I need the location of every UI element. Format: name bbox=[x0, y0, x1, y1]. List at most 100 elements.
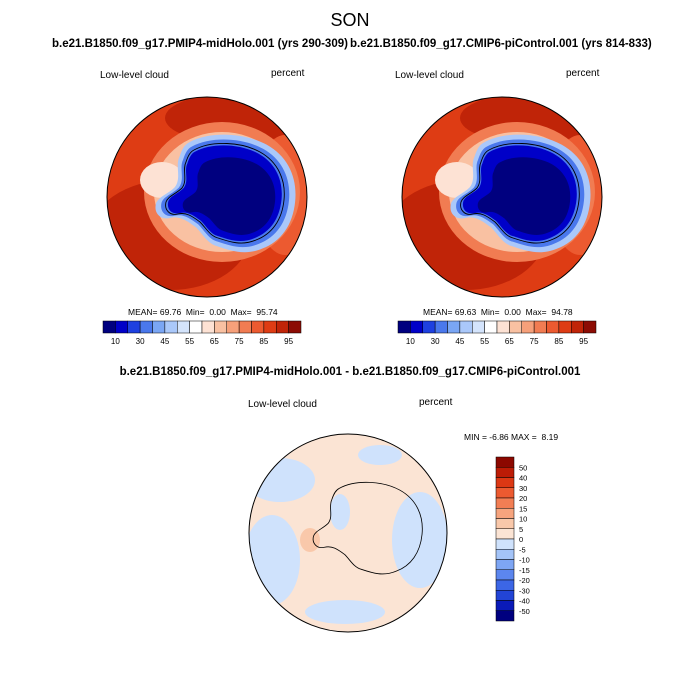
panel2-colorbar: 10 30 45 55 65 75 85 95 bbox=[397, 320, 597, 346]
colorbar-swatch bbox=[288, 320, 302, 334]
colorbar-swatch bbox=[226, 320, 240, 334]
panel2-variable-label: Low-level cloud bbox=[395, 70, 464, 81]
colorbar-swatch bbox=[127, 320, 141, 334]
colorbar-swatch bbox=[495, 549, 515, 560]
colorbar-swatch bbox=[583, 320, 597, 334]
colorbar-swatch bbox=[521, 320, 535, 334]
colorbar-swatch bbox=[189, 320, 203, 334]
panel3-neg-patch-nw bbox=[249, 458, 315, 502]
panel3-map-border bbox=[248, 433, 448, 633]
colorbar-tick-label: 55 bbox=[185, 337, 194, 346]
colorbar-tick-label: 45 bbox=[160, 337, 169, 346]
colorbar-tick-label: 85 bbox=[259, 337, 268, 346]
colorbar-swatch bbox=[447, 320, 461, 334]
colorbar-swatch bbox=[533, 320, 547, 334]
colorbar-swatch bbox=[495, 559, 515, 570]
colorbar-tick-label: 10 bbox=[406, 337, 415, 346]
colorbar-swatch bbox=[201, 320, 215, 334]
colorbar-swatch bbox=[434, 320, 448, 334]
colorbar-tick-label: 15 bbox=[519, 504, 527, 513]
colorbar-tick-label: -5 bbox=[519, 545, 526, 554]
panel3-stats: MIN = -6.86 MAX = 8.19 bbox=[464, 432, 559, 442]
colorbar-swatch bbox=[495, 590, 515, 601]
panel2-units-label: percent bbox=[566, 68, 600, 79]
colorbar-tick-label: 30 bbox=[431, 337, 440, 346]
panel3-map bbox=[249, 434, 447, 632]
colorbar-tick-label: -15 bbox=[519, 566, 530, 575]
colorbar-tick-label: -40 bbox=[519, 597, 530, 606]
colorbar-tick-label: 55 bbox=[480, 337, 489, 346]
colorbar-tick-label: 75 bbox=[530, 337, 539, 346]
colorbar-swatch bbox=[214, 320, 227, 334]
colorbar-tick-label: 30 bbox=[519, 484, 527, 493]
colorbar-tick-label: -10 bbox=[519, 556, 530, 565]
colorbar-tick-label: 95 bbox=[284, 337, 293, 346]
colorbar-tick-label: -30 bbox=[519, 586, 530, 595]
colorbar-tick-label: 10 bbox=[111, 337, 120, 346]
colorbar-tick-label: 65 bbox=[505, 337, 514, 346]
colorbar-swatch bbox=[495, 456, 515, 468]
panel1-stats: MEAN= 69.76 Min= 0.00 Max= 95.74 bbox=[128, 307, 278, 317]
colorbar-tick-label: -50 bbox=[519, 607, 530, 616]
colorbar-swatch bbox=[276, 320, 289, 334]
colorbar-swatch bbox=[495, 579, 515, 591]
panel2-case-title: b.e21.B1850.f09_g17.CMIP6-piControl.001 … bbox=[350, 38, 652, 50]
colorbar-swatch bbox=[495, 487, 515, 499]
colorbar-swatch bbox=[410, 320, 423, 334]
colorbar-tick-label: 95 bbox=[579, 337, 588, 346]
colorbar-tick-label: 40 bbox=[519, 474, 527, 483]
colorbar-swatch bbox=[263, 320, 277, 334]
colorbar-swatch bbox=[495, 508, 515, 519]
colorbar-swatch bbox=[484, 320, 498, 334]
panel2-stats: MEAN= 69.63 Min= 0.00 Max= 94.78 bbox=[423, 307, 573, 317]
colorbar-swatch bbox=[139, 320, 153, 334]
colorbar-swatch bbox=[238, 320, 252, 334]
colorbar-swatch bbox=[495, 497, 515, 509]
panel1-map-border bbox=[106, 96, 308, 298]
colorbar-tick-label: 75 bbox=[235, 337, 244, 346]
colorbar-swatch bbox=[509, 320, 522, 334]
colorbar-tick-label: 0 bbox=[519, 535, 523, 544]
colorbar-swatch bbox=[422, 320, 436, 334]
panel3-variable-label: Low-level cloud bbox=[248, 399, 317, 410]
colorbar-swatch bbox=[495, 477, 515, 488]
colorbar-swatch bbox=[472, 320, 485, 334]
colorbar-swatch bbox=[459, 320, 473, 334]
panel1-case-title: b.e21.B1850.f09_g17.PMIP4-midHolo.001 (y… bbox=[52, 38, 348, 50]
panel1-colorbar: 10 30 45 55 65 75 85 95 bbox=[102, 320, 302, 346]
colorbar-swatch bbox=[495, 528, 515, 540]
figure-title: SON bbox=[330, 10, 370, 30]
colorbar-swatch bbox=[251, 320, 265, 334]
panel3-neg-patch-inland bbox=[330, 494, 350, 530]
colorbar-swatch bbox=[495, 518, 515, 529]
panel3-neg-patch-e bbox=[392, 492, 447, 588]
colorbar-tick-label: 10 bbox=[519, 515, 527, 524]
colorbar-swatch bbox=[558, 320, 572, 334]
colorbar-swatch bbox=[177, 320, 190, 334]
colorbar-swatch bbox=[496, 320, 510, 334]
colorbar-swatch bbox=[495, 467, 515, 478]
colorbar-tick-label: 85 bbox=[554, 337, 563, 346]
panel3-case-title: b.e21.B1850.f09_g17.PMIP4-midHolo.001 - … bbox=[119, 366, 581, 378]
colorbar-swatch bbox=[164, 320, 178, 334]
colorbar-swatch bbox=[571, 320, 584, 334]
panel3-units-label: percent bbox=[419, 397, 453, 408]
colorbar-tick-label: 20 bbox=[519, 494, 527, 503]
colorbar-tick-label: 30 bbox=[136, 337, 145, 346]
colorbar-swatch bbox=[495, 538, 515, 550]
colorbar-swatch bbox=[102, 320, 116, 334]
panel1-map bbox=[107, 97, 307, 297]
colorbar-swatch bbox=[546, 320, 560, 334]
panel2-map bbox=[402, 97, 602, 297]
colorbar-swatch bbox=[495, 610, 515, 622]
colorbar-tick-label: 5 bbox=[519, 525, 523, 534]
colorbar-swatch bbox=[152, 320, 166, 334]
colorbar-swatch bbox=[115, 320, 128, 334]
colorbar-tick-label: -20 bbox=[519, 576, 530, 585]
colorbar-swatch bbox=[397, 320, 411, 334]
panel2-map-border bbox=[401, 96, 603, 298]
panel1-units-label: percent bbox=[271, 68, 305, 79]
panel3-neg-patch-s bbox=[305, 600, 385, 624]
